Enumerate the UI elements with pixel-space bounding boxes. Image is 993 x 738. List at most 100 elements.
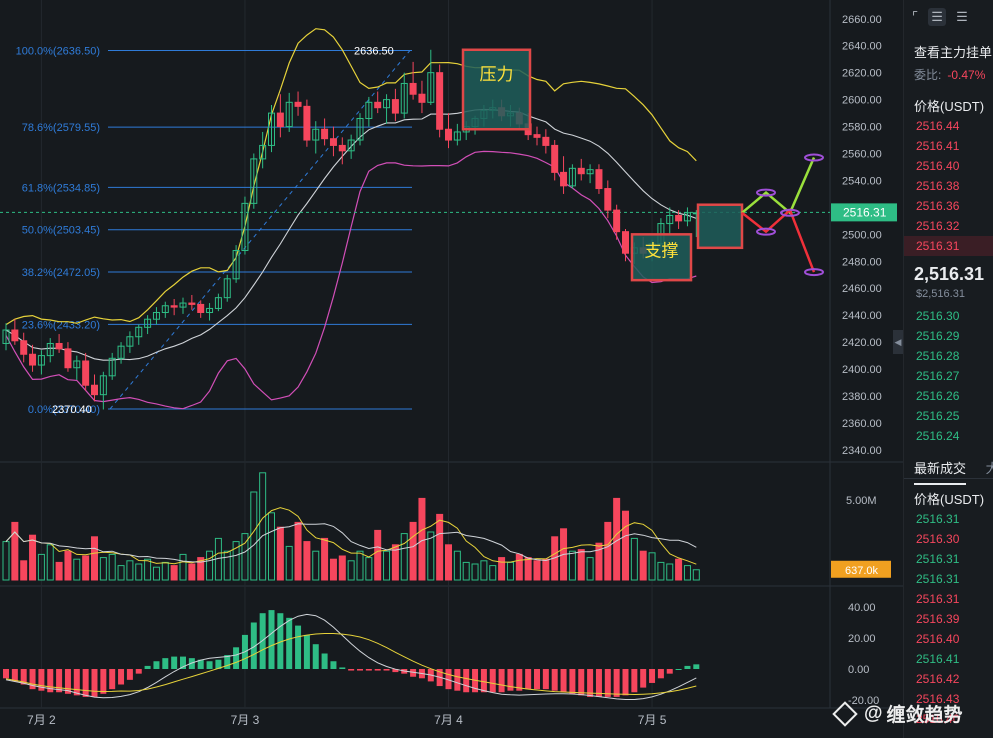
volume-bar [303,541,311,581]
macd-histogram-bar [631,669,638,693]
bid-row[interactable]: 2516.29 [916,329,960,343]
volume-bar [144,558,152,581]
projection-node [780,208,800,217]
candle-body [604,188,612,211]
volume-bar [135,563,143,581]
candle-body [675,214,683,222]
ask-row[interactable]: 2516.40 [916,159,960,173]
trade-row[interactable]: 2516.43 [916,692,960,706]
macd-dea-line [5,633,697,696]
macd-histogram-bar [507,669,514,691]
trade-row[interactable]: 2516.31 [916,592,960,606]
candle-body [356,117,364,141]
macd-histogram-bar [91,669,98,697]
macd-histogram-bar [47,669,54,693]
ask-row[interactable]: 2516.32 [916,219,960,233]
volume-bar [259,472,267,581]
candle-body [20,340,28,355]
candle-body [453,131,461,141]
bid-row[interactable]: 2516.26 [916,389,960,403]
macd-histogram-bar [197,659,204,669]
volume-bar [241,533,249,581]
ask-row[interactable]: 2516.31 [904,236,993,256]
volume-bar [232,541,240,581]
macd-histogram-bar [551,669,558,691]
volume-bar [365,557,373,581]
volume-bar [188,563,196,581]
layout-icon[interactable]: ⌜ [912,9,919,24]
macd-histogram-bar [303,634,310,669]
macd-histogram-bar [268,610,275,669]
candle-body [427,72,435,103]
candle-body [268,112,275,146]
fib-trend-line [109,50,411,410]
macd-histogram-bar [604,669,611,697]
volume-bar [46,544,54,581]
ask-row[interactable]: 2516.38 [916,179,960,193]
macd-histogram-bar [259,613,266,669]
trade-row[interactable]: 2516.30 [916,532,960,546]
volume-bar [666,563,674,581]
ask-row[interactable]: 2516.41 [916,139,960,153]
main-orders-link[interactable]: 查看主力挂单 [914,45,993,60]
macd-histogram-bar [640,669,647,688]
candle-body [329,138,337,146]
y-tick-label: 2560.00 [842,149,882,161]
trade-row[interactable]: 2516.41 [916,652,960,666]
order-ratio: 委比: -0.47% [904,58,993,82]
volume-bar [2,541,10,581]
bid-row[interactable]: 2516.25 [916,409,960,423]
candle-body [135,326,143,338]
trade-row[interactable]: 2516.40 [916,632,960,646]
orderbook-view-icon[interactable]: ☰ [928,8,947,26]
bid-row[interactable]: 2516.30 [916,309,960,323]
macd-histogram-bar [348,669,355,671]
macd-histogram-bar [480,669,487,693]
volume-last-tag [831,560,891,578]
projection-node [804,153,824,162]
trade-row[interactable]: 2516.31 [916,512,960,526]
candle-body [206,307,214,313]
macd-histogram-bar [649,669,656,683]
ask-row[interactable]: 2516.44 [916,119,960,133]
price-chart[interactable]: 2660.00 2640.00 2620.00 2600.00 2580.00 2560.… [0,0,903,738]
macd-histogram-bar [126,669,133,680]
bid-row[interactable]: 2516.27 [916,369,960,383]
bids-view-icon[interactable]: ☰ [956,9,968,24]
tab-latest-trades[interactable]: 最新成交 [914,458,967,485]
tab-large-trades[interactable]: 大 [986,461,993,476]
ask-row[interactable]: 2516.36 [916,199,960,213]
volume-bar [657,561,665,581]
macd-histogram-bar [118,669,125,685]
macd-tick-label: 0.00 [848,664,869,676]
trade-row[interactable]: 2516.31 [916,552,960,566]
candle-body [99,375,107,396]
volume-bar [383,550,391,581]
collapse-panel-button[interactable]: ◀ [893,330,903,354]
macd-tick-label: 40.00 [848,602,876,614]
trade-row[interactable]: 2516.31 [916,572,960,586]
x-tick-label: 7月 4 [434,713,463,727]
macd-histogram-bar [587,669,594,697]
macd-histogram-bar [109,669,116,690]
ratio-value: -0.47% [947,68,986,82]
trade-row[interactable]: 2516.39 [916,612,960,626]
trade-row[interactable]: 2516.42 [916,672,960,686]
volume-bar [11,521,19,581]
volume-bar [197,557,205,581]
candle-body [622,231,629,254]
volume-bar [542,558,550,581]
volume-bar [391,544,399,581]
volume-bar [108,553,116,581]
volume-bar [577,549,585,581]
candle-body [577,167,585,175]
trade-row[interactable]: 2516.40 [916,712,960,726]
candle-body [551,144,559,173]
candle-body [170,305,178,308]
volume-bar [471,563,479,581]
bid-row[interactable]: 2516.24 [916,429,960,443]
candle-body [365,101,373,119]
candle-body [400,82,408,114]
bid-row[interactable]: 2516.28 [916,349,960,363]
